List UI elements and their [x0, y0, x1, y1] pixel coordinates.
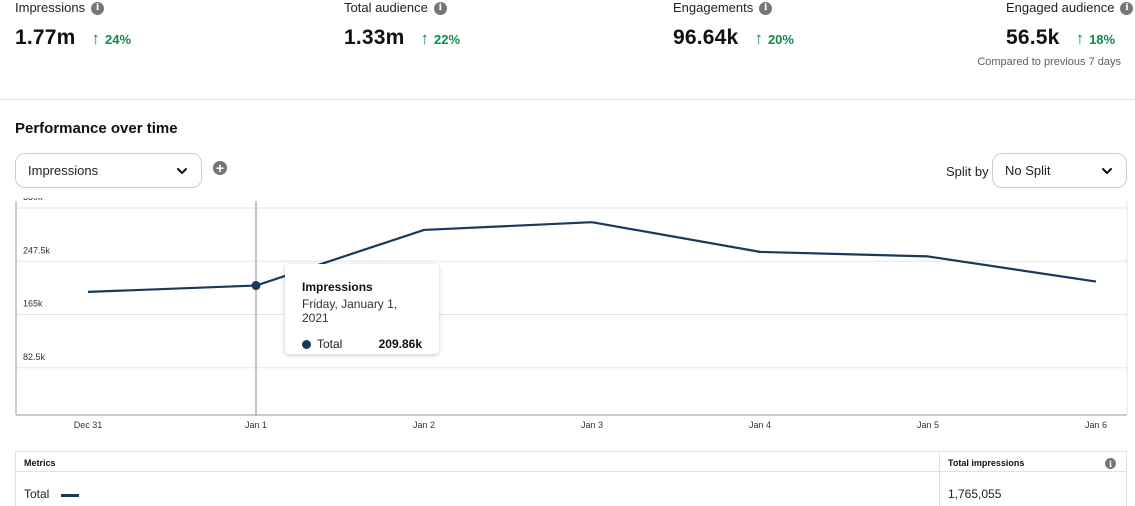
chevron-down-icon — [177, 167, 187, 174]
info-icon[interactable]: i — [91, 1, 105, 15]
info-icon[interactable]: i — [1105, 458, 1116, 469]
x-tick-label: Jan 5 — [917, 420, 939, 430]
stat-value: 1.33m — [344, 26, 405, 49]
x-tick-label: Jan 4 — [749, 420, 771, 430]
compared-note: Compared to previous 7 days — [977, 56, 1121, 68]
stat-engaged-audience: Engaged audience i 56.5k ↑ 18% — [1006, 0, 1134, 50]
x-tick-label: Dec 31 — [74, 420, 103, 430]
header-metrics[interactable]: Metrics — [16, 452, 940, 471]
series-dot-icon — [302, 339, 311, 349]
table-row: Total 1,765,055 — [16, 472, 1126, 506]
header-total[interactable]: Total impressions i — [940, 452, 1126, 471]
stat-label: Engagements — [673, 0, 754, 15]
y-tick-label: 82.5k — [23, 352, 46, 362]
tooltip-row: Total 209.86k — [302, 337, 422, 351]
split-label: Split by — [946, 164, 989, 179]
info-icon[interactable]: i — [759, 1, 773, 15]
table-header: Metrics Total impressions i — [16, 452, 1126, 472]
info-icon[interactable]: i — [1120, 1, 1134, 15]
stat-value: 96.64k — [673, 26, 739, 49]
stat-change: ↑ 20% — [754, 29, 794, 48]
arrow-up-icon: ↑ — [754, 29, 763, 48]
stat-engagements: Engagements i 96.64k ↑ 20% — [673, 0, 794, 50]
x-tick-label: Jan 6 — [1085, 420, 1107, 430]
y-tick-label: 247.5k — [23, 245, 51, 255]
arrow-up-icon: ↑ — [1075, 29, 1085, 48]
arrow-up-icon: ↑ — [91, 29, 101, 48]
split-select[interactable]: No Split — [992, 153, 1127, 188]
stat-label: Impressions — [15, 0, 86, 15]
tooltip-value: 209.86k — [378, 337, 422, 351]
stat-change: ↑ 22% — [420, 29, 461, 48]
arrow-up-icon: ↑ — [420, 29, 430, 48]
x-tick-label: Jan 2 — [413, 420, 435, 430]
performance-chart[interactable]: 82.5k 165k 247.5k 330k Dec 31 Jan 1 Jan 2 Jan 3… — [0, 198, 1135, 438]
row-label: Total — [24, 487, 50, 501]
tooltip-title: Impressions — [302, 280, 373, 294]
header-total-label: Total impressions — [948, 458, 1025, 468]
stat-value: 1.77m — [15, 26, 76, 49]
x-tick-label: Jan 1 — [245, 420, 267, 430]
row-value: 1,765,055 — [948, 487, 1002, 501]
chevron-down-icon — [1102, 167, 1112, 174]
y-tick-label: 330k — [23, 198, 43, 202]
stat-impressions: Impressions i 1.77m ↑ 24% — [15, 0, 131, 50]
stat-total-audience: Total audience i 1.33m ↑ 22% — [344, 0, 460, 50]
chart-tooltip: Impressions Friday, January 1, 2021 Tota… — [285, 264, 439, 354]
highlighted-data-point — [251, 281, 261, 291]
tooltip-series: Total — [317, 337, 343, 351]
x-tick-label: Jan 3 — [581, 420, 603, 430]
metric-select-value: Impressions — [28, 163, 99, 178]
stat-label: Total audience — [344, 0, 428, 15]
divider — [0, 99, 1135, 100]
y-tick-label: 165k — [23, 299, 43, 309]
add-metric-icon[interactable]: + — [213, 161, 227, 175]
stat-change: ↑ 24% — [91, 29, 132, 48]
legend-line-icon — [61, 494, 80, 497]
section-title: Performance over time — [15, 120, 178, 137]
info-icon[interactable]: i — [433, 1, 447, 15]
stat-value: 56.5k — [1006, 26, 1060, 49]
stat-label: Engaged audience — [1006, 0, 1115, 15]
series-line-total — [87, 221, 1097, 294]
metric-select[interactable]: Impressions — [15, 153, 202, 188]
tooltip-date: Friday, January 1, 2021 — [302, 297, 398, 325]
split-select-value: No Split — [1005, 163, 1051, 178]
metrics-table: Metrics Total impressions i Total 1,765,… — [15, 451, 1127, 506]
stat-change: ↑ 18% — [1075, 29, 1116, 48]
